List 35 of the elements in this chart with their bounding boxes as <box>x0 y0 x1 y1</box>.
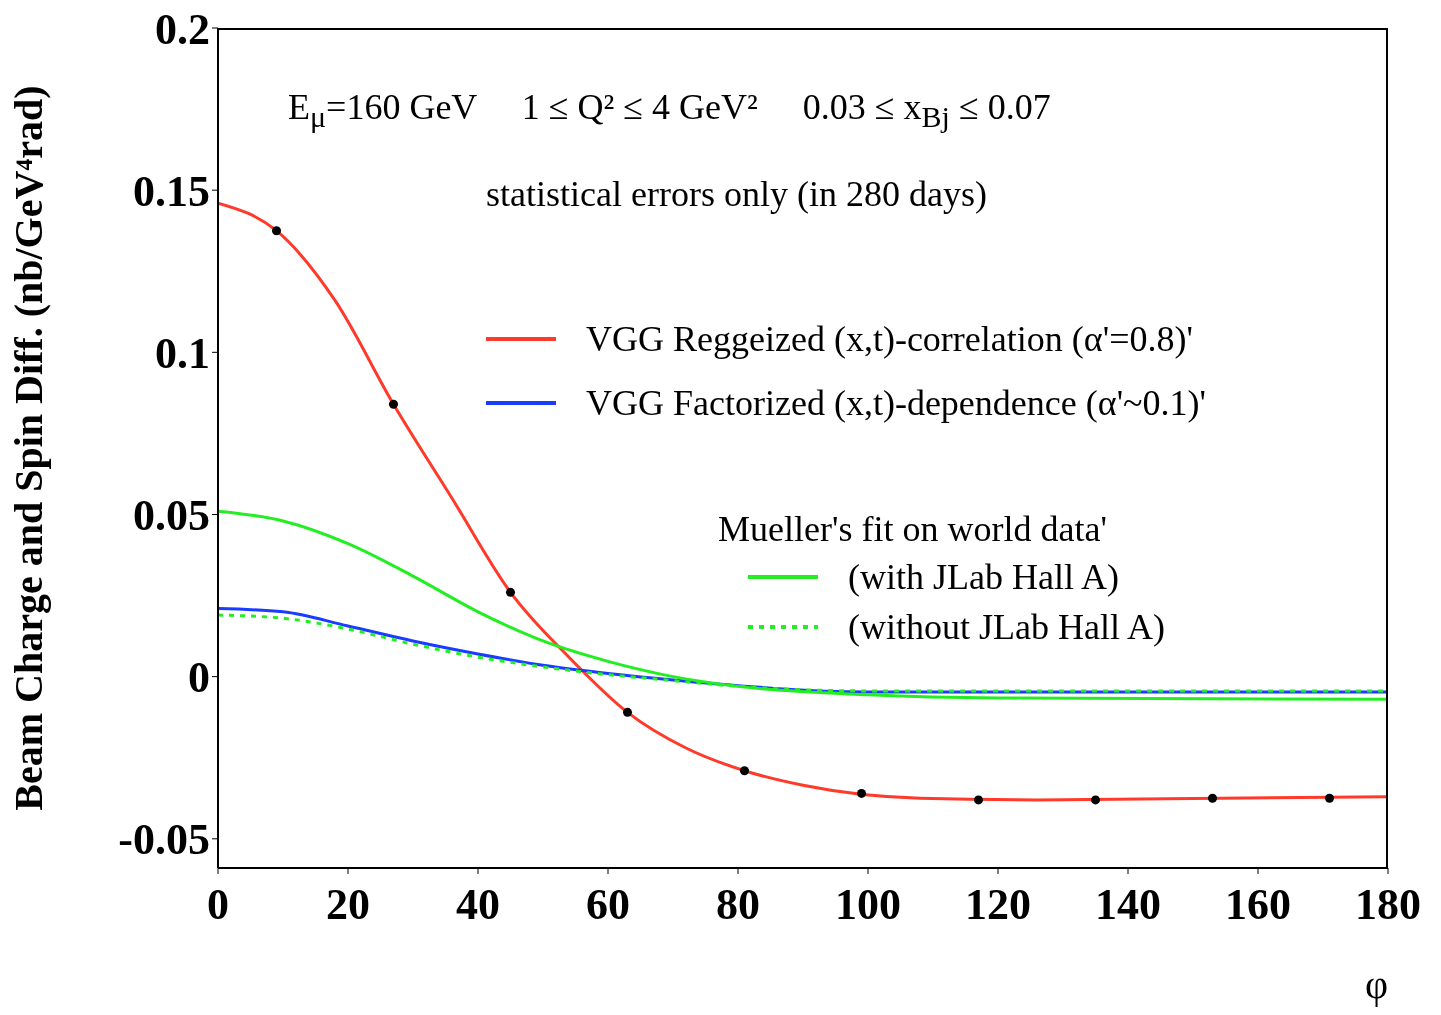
annotation: statistical errors only (in 280 days) <box>486 173 987 215</box>
y-tick-label: 0.2 <box>155 4 210 54</box>
y-tick-label: 0.15 <box>133 166 210 216</box>
y-tick-label: 0 <box>188 653 210 703</box>
legend-label: VGG Reggeized (x,t)-correlation (α'=0.8)' <box>586 318 1193 360</box>
point <box>505 587 516 597</box>
point <box>856 788 867 798</box>
x-tick-label: 100 <box>835 880 901 930</box>
x-tick-label: 80 <box>716 880 760 930</box>
point <box>1324 793 1335 803</box>
legend-label: VGG Factorized (x,t)-dependence (α'~0.1)' <box>586 382 1207 424</box>
annotation: Mueller's fit on world data' <box>718 508 1107 550</box>
annotation: E$_{μ}$=160 GeV 1 ≤ Q² ≤ 4 GeV² 0.03 ≤ x$_{Bj}$ ≤ 0.07 <box>288 86 1051 135</box>
point <box>271 226 282 236</box>
point <box>739 766 750 776</box>
x-tick-label: 160 <box>1225 880 1291 930</box>
y-tick-label: 0.1 <box>155 328 210 378</box>
y-tick-label: 0.05 <box>133 491 210 541</box>
x-tick-label: 20 <box>326 880 370 930</box>
point <box>973 795 984 805</box>
point <box>1090 795 1101 805</box>
y-axis-title: Beam Charge and Spin Diff. (nb/GeV⁴rad) <box>6 85 52 811</box>
point <box>388 399 399 409</box>
x-tick-label: 140 <box>1095 880 1161 930</box>
legend-label: (with JLab Hall A) <box>848 556 1119 598</box>
legend-label: (without JLab Hall A) <box>848 606 1165 648</box>
x-tick-label: 120 <box>965 880 1031 930</box>
point <box>622 707 633 717</box>
x-tick-label: 60 <box>586 880 630 930</box>
y-tick-label: -0.05 <box>118 815 210 865</box>
x-tick-label: 180 <box>1355 880 1421 930</box>
x-tick-label: 40 <box>456 880 500 930</box>
line-series <box>218 509 1388 701</box>
point <box>1207 793 1218 803</box>
x-axis-title: φ <box>1364 962 1388 1007</box>
